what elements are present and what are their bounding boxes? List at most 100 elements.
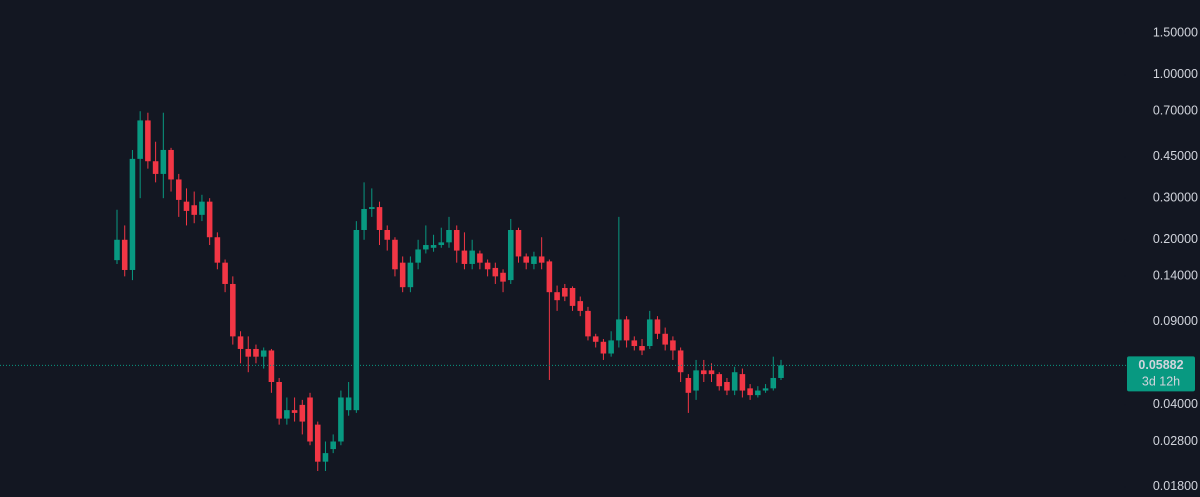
candle-body (338, 397, 344, 442)
candle-body (523, 256, 529, 263)
candle-body (322, 453, 329, 462)
candle-body (701, 370, 707, 375)
candle-body (600, 341, 607, 354)
candle-body (168, 149, 174, 180)
candle-body (175, 179, 182, 200)
candle-body (484, 262, 491, 270)
candle-body (623, 319, 630, 341)
candle-body (662, 333, 668, 345)
candle-body (546, 261, 553, 293)
y-tick-label: 0.02800 (1153, 434, 1198, 448)
y-tick-label: 1.00000 (1153, 67, 1198, 81)
candle-body (677, 350, 684, 373)
candle-body (237, 336, 244, 349)
candle-body (670, 340, 676, 351)
candle-body (554, 292, 560, 301)
candle-body (384, 229, 391, 240)
candle-body (152, 161, 159, 174)
countdown-label: 3d 12h (1142, 375, 1180, 389)
candle-body (731, 372, 738, 391)
candle-body (739, 374, 746, 391)
candle-body (585, 310, 591, 337)
candle-body (724, 382, 730, 391)
y-tick-label: 0.09000 (1153, 314, 1198, 328)
candle-body (415, 249, 421, 263)
candle-body (538, 256, 545, 263)
y-tick-label: 0.45000 (1153, 149, 1198, 163)
candle-body (245, 348, 252, 357)
candle-body (206, 201, 213, 238)
y-tick-label: 0.70000 (1153, 104, 1198, 118)
candle-body (569, 287, 576, 306)
candle-body (291, 410, 298, 413)
candle-body (654, 319, 661, 334)
candle-body (307, 397, 313, 442)
candle-body (268, 350, 275, 383)
candle-body (461, 250, 468, 264)
candle-body (399, 262, 406, 288)
candle-body (369, 207, 375, 209)
y-tick-label: 0.01800 (1153, 479, 1198, 493)
y-tick-label: 0.30000 (1153, 190, 1198, 204)
candle-body (708, 370, 715, 375)
candle-body (492, 267, 499, 277)
candle-body (214, 237, 221, 263)
candle-body (183, 201, 190, 211)
candle-body (716, 374, 723, 387)
candle-body (222, 262, 228, 284)
candle-body (191, 205, 197, 215)
candle-body (129, 158, 136, 270)
candle-body (438, 242, 445, 246)
candle-body (515, 229, 522, 257)
candle-body (284, 410, 290, 419)
candle-body (145, 120, 151, 162)
candle-body (778, 365, 784, 378)
candle-body (361, 208, 367, 230)
y-tick-label: 0.14000 (1153, 269, 1198, 283)
candle-body (639, 346, 645, 351)
candle-body (114, 239, 120, 261)
candle-body (770, 377, 777, 389)
candle-body (230, 283, 236, 337)
candle-body (430, 245, 437, 248)
candle-body (562, 287, 568, 297)
candle-body (392, 239, 398, 270)
candle-body (747, 388, 753, 396)
candle-body (330, 441, 336, 450)
candle-body (376, 207, 383, 230)
price-label: 0.05882 (1138, 358, 1183, 372)
candle-body (469, 250, 475, 264)
y-tick-label: 0.04000 (1153, 397, 1198, 411)
candle-body (685, 377, 692, 393)
candle-body (345, 397, 352, 411)
candle-body (260, 350, 267, 357)
candle-body (762, 388, 769, 391)
candle-body (299, 404, 306, 422)
candle-body (631, 340, 638, 347)
candle-body (446, 229, 452, 243)
candle-body (423, 245, 429, 250)
candle-body (693, 370, 699, 391)
candle-body (121, 239, 128, 270)
y-tick-label: 0.20000 (1153, 232, 1198, 246)
candle-body (755, 390, 761, 396)
candle-body (592, 336, 599, 342)
candle-body (577, 301, 584, 311)
candle-body (160, 149, 167, 174)
candle-body (276, 382, 282, 419)
candle-body (616, 319, 622, 341)
candle-body (507, 229, 514, 281)
candle-body (407, 262, 414, 288)
candle-body (353, 229, 360, 411)
candle-body (253, 348, 259, 357)
candle-body (477, 253, 483, 263)
candle-body (199, 201, 205, 215)
y-tick-label: 1.50000 (1153, 25, 1198, 39)
candle-body (531, 256, 537, 264)
candle-body (500, 272, 506, 282)
candle-body (453, 229, 460, 251)
price-label-box (1127, 356, 1195, 392)
